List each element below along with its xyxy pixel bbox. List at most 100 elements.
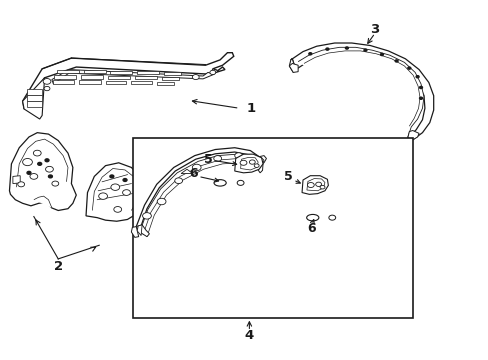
- Circle shape: [33, 150, 41, 156]
- Polygon shape: [22, 78, 44, 119]
- Polygon shape: [137, 71, 159, 74]
- Circle shape: [123, 179, 127, 181]
- Circle shape: [110, 175, 114, 178]
- Bar: [133, 138, 412, 318]
- Ellipse shape: [214, 180, 226, 186]
- Circle shape: [240, 160, 246, 165]
- Circle shape: [249, 160, 255, 164]
- Circle shape: [315, 182, 321, 186]
- Text: 6: 6: [188, 167, 197, 180]
- Polygon shape: [54, 75, 76, 78]
- Circle shape: [38, 162, 41, 165]
- Circle shape: [308, 53, 311, 55]
- Circle shape: [48, 175, 52, 178]
- Polygon shape: [79, 80, 101, 84]
- Polygon shape: [289, 63, 298, 72]
- Polygon shape: [290, 43, 433, 140]
- Text: 1: 1: [246, 102, 256, 115]
- Polygon shape: [110, 71, 132, 74]
- Circle shape: [248, 157, 255, 162]
- Polygon shape: [143, 158, 261, 234]
- Circle shape: [111, 184, 120, 190]
- Circle shape: [407, 67, 410, 69]
- Text: 5: 5: [203, 153, 212, 166]
- Circle shape: [394, 60, 397, 62]
- Circle shape: [419, 97, 422, 99]
- Circle shape: [122, 190, 130, 195]
- Circle shape: [192, 75, 199, 80]
- Text: 4: 4: [244, 329, 253, 342]
- Circle shape: [209, 70, 215, 75]
- Text: 3: 3: [370, 23, 379, 36]
- Polygon shape: [26, 101, 42, 107]
- Circle shape: [328, 215, 335, 220]
- Polygon shape: [255, 157, 263, 173]
- Circle shape: [363, 49, 366, 51]
- Polygon shape: [9, 133, 76, 211]
- Polygon shape: [92, 168, 138, 211]
- Circle shape: [419, 86, 422, 89]
- Polygon shape: [240, 157, 258, 170]
- Polygon shape: [105, 81, 126, 84]
- Circle shape: [174, 178, 182, 184]
- Polygon shape: [13, 176, 20, 184]
- Polygon shape: [289, 59, 295, 72]
- Polygon shape: [304, 51, 419, 126]
- Circle shape: [44, 86, 50, 91]
- Polygon shape: [136, 148, 263, 230]
- Polygon shape: [131, 226, 139, 237]
- Circle shape: [254, 164, 259, 167]
- Circle shape: [345, 47, 347, 49]
- Polygon shape: [210, 69, 217, 74]
- Polygon shape: [157, 82, 173, 85]
- Polygon shape: [16, 139, 68, 187]
- Circle shape: [213, 156, 221, 161]
- Polygon shape: [161, 77, 178, 80]
- Circle shape: [142, 213, 151, 219]
- Polygon shape: [136, 225, 149, 237]
- Circle shape: [307, 183, 314, 188]
- Polygon shape: [302, 176, 328, 194]
- Circle shape: [380, 53, 383, 55]
- Circle shape: [192, 164, 201, 171]
- Circle shape: [237, 180, 244, 185]
- Polygon shape: [163, 72, 181, 75]
- Circle shape: [415, 76, 418, 78]
- Polygon shape: [135, 76, 157, 79]
- Polygon shape: [181, 169, 192, 174]
- Text: 6: 6: [307, 222, 315, 235]
- Polygon shape: [26, 95, 42, 101]
- Polygon shape: [234, 154, 263, 173]
- Polygon shape: [137, 225, 142, 235]
- Circle shape: [27, 171, 31, 174]
- Polygon shape: [83, 70, 105, 73]
- Circle shape: [45, 166, 53, 172]
- Circle shape: [325, 48, 328, 50]
- Polygon shape: [256, 158, 264, 166]
- Polygon shape: [147, 163, 262, 237]
- Polygon shape: [108, 76, 130, 79]
- Circle shape: [43, 78, 51, 84]
- Ellipse shape: [306, 215, 318, 221]
- Circle shape: [114, 207, 122, 212]
- Polygon shape: [131, 81, 152, 84]
- Polygon shape: [52, 69, 214, 84]
- Circle shape: [99, 193, 107, 199]
- Polygon shape: [34, 196, 52, 208]
- Circle shape: [52, 181, 59, 186]
- Polygon shape: [306, 179, 325, 191]
- Circle shape: [157, 198, 165, 205]
- Text: 2: 2: [54, 260, 62, 273]
- Circle shape: [22, 158, 32, 166]
- Polygon shape: [57, 70, 79, 73]
- Circle shape: [320, 185, 325, 189]
- Polygon shape: [22, 53, 233, 109]
- Polygon shape: [298, 47, 423, 138]
- Polygon shape: [26, 89, 42, 95]
- Circle shape: [234, 153, 242, 158]
- Circle shape: [45, 159, 49, 162]
- Polygon shape: [140, 154, 260, 232]
- Circle shape: [30, 174, 38, 179]
- Polygon shape: [259, 156, 266, 163]
- Polygon shape: [53, 80, 74, 84]
